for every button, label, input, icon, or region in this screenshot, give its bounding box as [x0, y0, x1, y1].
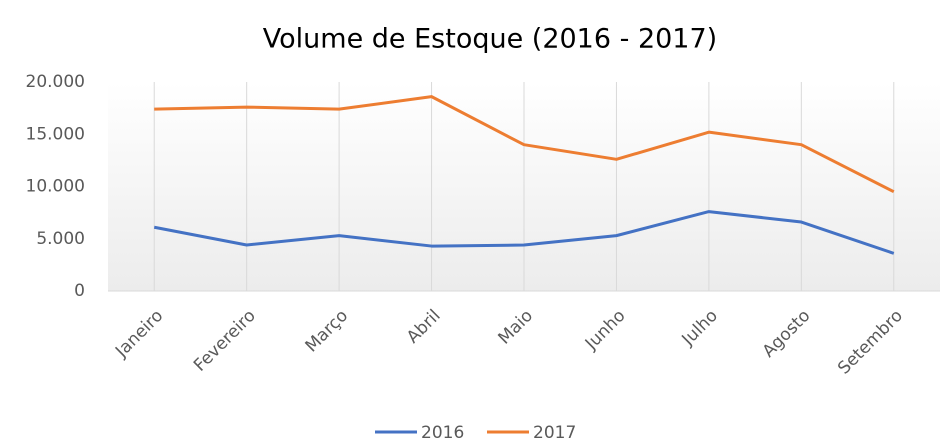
chart-title: Volume de Estoque (2016 - 2017)	[263, 24, 717, 55]
y-tick-label: 0	[74, 281, 85, 301]
line-series	[154, 95, 895, 194]
y-tick-label: 20.000	[26, 72, 85, 92]
x-tick-label: Agosto	[759, 306, 815, 362]
x-tick-label: Julho	[678, 306, 722, 350]
y-tick-label: 15.000	[26, 124, 85, 144]
x-tick-label: Janeiro	[111, 306, 167, 362]
legend-label: 2017	[533, 423, 576, 443]
legend-label: 2016	[421, 423, 464, 443]
y-tick-label: 5.000	[36, 229, 85, 249]
x-tick-label: Abril	[403, 306, 445, 348]
x-tick-label: Maio	[494, 306, 537, 349]
x-tick-label: Junho	[581, 306, 630, 355]
x-tick-label: Fevereiro	[190, 306, 260, 376]
line-series	[153, 210, 895, 255]
x-tick-label: Setembro	[834, 306, 907, 379]
y-tick-label: 10.000	[26, 177, 85, 197]
x-tick-label: Março	[302, 306, 353, 357]
